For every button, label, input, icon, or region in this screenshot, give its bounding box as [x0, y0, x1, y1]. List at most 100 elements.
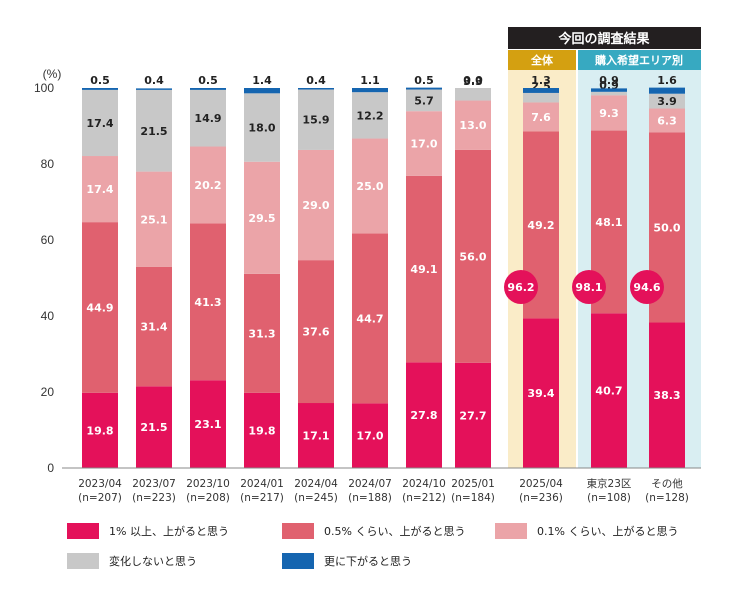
y-tick-label: 100 [34, 81, 54, 95]
x-tick-n-label: (n=208) [186, 492, 230, 504]
bar-segment [352, 138, 388, 234]
bar-segment [523, 88, 559, 93]
x-tick-label: 2024/04 [294, 478, 338, 490]
total-badge-label: 96.2 [507, 281, 534, 294]
data-label: 1.4 [252, 74, 272, 87]
data-label: 27.8 [410, 409, 437, 422]
x-tick-label: 2024/07 [348, 478, 392, 490]
bar-segment [649, 93, 685, 109]
y-unit-label: (%) [43, 67, 62, 81]
x-tick-n-label: (n=108) [587, 492, 631, 504]
data-label: 18.0 [248, 122, 275, 135]
bar-segment [190, 146, 226, 224]
bar-segment [352, 92, 388, 139]
data-label: 5.7 [414, 94, 434, 107]
x-tick-label: 2025/04 [519, 478, 563, 490]
data-label: 3.9 [657, 95, 677, 108]
total-badge [630, 270, 664, 304]
data-label: 21.5 [140, 125, 167, 138]
x-tick-label: 2023/07 [132, 478, 176, 490]
legend-swatch [67, 523, 99, 539]
data-label: 7.6 [531, 111, 551, 124]
bar-segment [406, 89, 442, 112]
data-label: 48.1 [595, 216, 622, 229]
data-label: 38.3 [653, 389, 680, 402]
y-tick-label: 80 [41, 157, 55, 171]
bar-segment [523, 318, 559, 468]
legend-swatch [67, 553, 99, 569]
bar-segment [649, 87, 685, 94]
bar-segment [591, 313, 627, 468]
data-label: 0.4 [144, 74, 164, 87]
data-label: 15.9 [302, 114, 329, 127]
bar-segment [455, 149, 491, 363]
data-label: 23.1 [194, 418, 221, 431]
bar-segment [190, 88, 226, 90]
legend-label: 変化しないと思う [109, 554, 197, 568]
bar-segment [591, 91, 627, 96]
bar-segment [136, 171, 172, 267]
bar-segment [190, 89, 226, 147]
data-label: 56.0 [459, 250, 486, 263]
bar-segment [82, 156, 118, 223]
bar-segment [136, 88, 172, 90]
bar-segment [82, 88, 118, 90]
bar-segment [82, 222, 118, 393]
data-label: 1.1 [360, 74, 380, 87]
header-title: 今回の調査結果 [557, 31, 649, 47]
legend-label: 0.5% くらい、上がると思う [324, 524, 465, 538]
data-label: 37.6 [302, 326, 329, 339]
bar-segment [406, 362, 442, 468]
data-label: 44.7 [356, 312, 383, 325]
bar-segment [244, 93, 280, 162]
data-label: 41.3 [194, 296, 221, 309]
data-label: 49.1 [410, 263, 437, 276]
data-label: 1.6 [657, 74, 677, 87]
legend-swatch [282, 553, 314, 569]
total-badge-label: 98.1 [575, 281, 602, 294]
bar-segment [523, 102, 559, 132]
bar-segment [649, 108, 685, 133]
x-tick-n-label: (n=184) [451, 492, 495, 504]
y-tick-label: 20 [41, 385, 55, 399]
x-tick-label: 2023/10 [186, 478, 230, 490]
data-label: 17.0 [410, 137, 437, 150]
total-badge-label: 94.6 [633, 281, 660, 294]
header-band [508, 27, 701, 49]
bar-segment [591, 95, 627, 131]
x-tick-label: 東京23区 [587, 477, 632, 490]
subheader-overall-bg [508, 50, 576, 70]
bar-segment [82, 392, 118, 468]
x-tick-label: 2024/01 [240, 478, 284, 490]
x-tick-n-label: (n=207) [78, 492, 122, 504]
data-label: 20.2 [194, 179, 221, 192]
bar-segment [352, 233, 388, 404]
legend-label: 更に下がると思う [324, 554, 412, 568]
data-label: 13.0 [459, 119, 486, 132]
y-tick-label: 40 [41, 309, 55, 323]
data-label: 27.7 [459, 409, 486, 422]
x-tick-n-label: (n=212) [402, 492, 446, 504]
data-label: 21.5 [140, 421, 167, 434]
bar-segment [244, 161, 280, 274]
x-tick-n-label: (n=236) [519, 492, 563, 504]
total-badge [572, 270, 606, 304]
bar-segment [244, 273, 280, 393]
bar-segment [298, 149, 334, 261]
subheader-area: 購入希望エリア別 [594, 53, 683, 67]
total-badge [504, 270, 538, 304]
data-label: 25.1 [140, 213, 167, 226]
subheader-area-bg [578, 50, 701, 70]
bar-segment [523, 92, 559, 103]
data-label: 0.0 [463, 74, 483, 87]
bar-segment [244, 392, 280, 468]
data-label: 17.4 [86, 117, 113, 130]
bar-segment [136, 89, 172, 172]
x-tick-label: 2024/10 [402, 478, 446, 490]
bar-segment [352, 88, 388, 93]
bar-segment [455, 88, 491, 101]
data-label: 31.4 [140, 321, 167, 334]
data-label: 12.2 [356, 109, 383, 122]
bar-segment [136, 386, 172, 468]
data-label: 39.4 [527, 387, 554, 400]
